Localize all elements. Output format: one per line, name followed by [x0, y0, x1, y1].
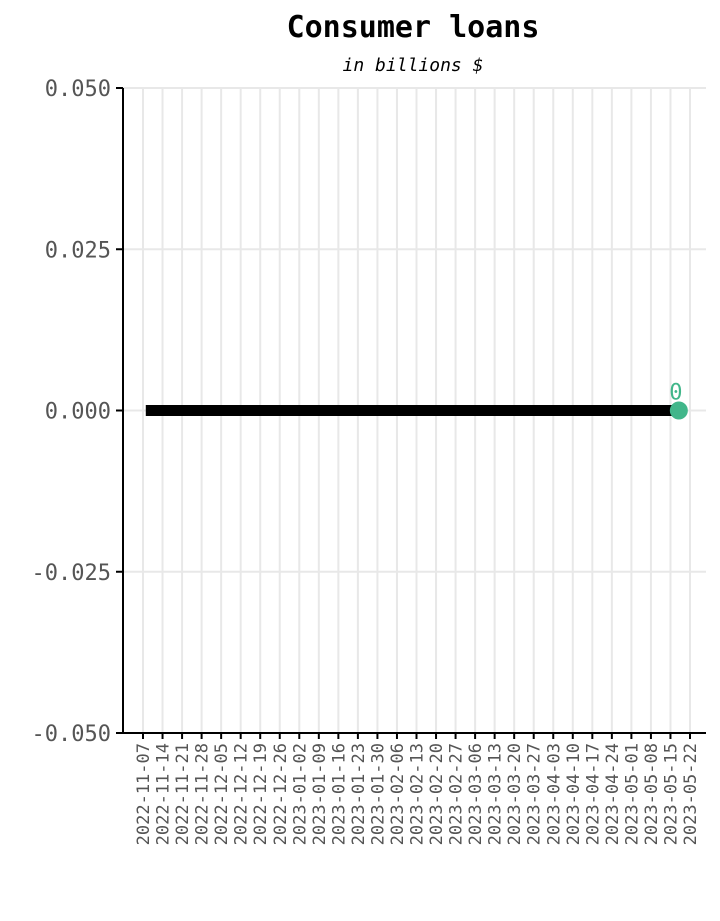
x-tick-label: 2022-11-28: [193, 743, 213, 845]
x-tick-label: 2023-03-13: [486, 743, 506, 845]
y-tick-label: 0.000: [45, 400, 111, 425]
x-tick-label: 2023-02-06: [388, 743, 408, 845]
x-tick-label: 2022-12-12: [232, 743, 252, 845]
highlight-layer: 0: [669, 381, 688, 420]
last-point-label: 0: [669, 381, 682, 406]
x-tick-label: 2023-04-10: [564, 743, 584, 845]
x-tick-label: 2023-04-03: [544, 743, 564, 845]
chart-title: Consumer loans: [287, 10, 540, 45]
x-tick-label: 2023-05-15: [661, 743, 681, 845]
y-tick-label: 0.050: [45, 77, 111, 102]
x-tick-label: 2022-12-26: [271, 743, 291, 845]
x-axis-ticks: 2022-11-07 2022-11-14 2022-11-21 2022-11-28…: [134, 733, 701, 845]
x-tick-label: 2023-01-16: [329, 743, 349, 845]
x-tick-label: 2023-03-27: [525, 743, 545, 845]
x-tick-label: 2022-12-19: [251, 743, 271, 845]
x-tick-label: 2023-03-06: [466, 743, 486, 845]
x-tick-label: 2023-03-20: [505, 743, 525, 845]
y-tick-label: 0.025: [45, 238, 111, 263]
y-tick-label: -0.050: [32, 722, 111, 747]
x-tick-label: 2023-01-09: [310, 743, 330, 845]
x-tick-label: 2023-05-01: [622, 743, 642, 845]
x-tick-label: 2023-02-20: [427, 743, 447, 845]
x-tick-label: 2022-12-05: [212, 743, 232, 845]
last-point-marker: [669, 401, 688, 420]
x-tick-label: 2023-01-02: [290, 743, 310, 845]
x-tick-label: 2023-01-30: [368, 743, 388, 845]
x-tick-label: 2023-04-17: [583, 743, 603, 845]
x-tick-label: 2022-11-07: [134, 743, 154, 845]
x-tick-label: 2023-02-13: [408, 743, 428, 845]
y-tick-label: -0.025: [32, 561, 111, 586]
x-tick-label: 2022-11-14: [154, 743, 174, 845]
x-tick-label: 2023-05-08: [642, 743, 662, 845]
x-tick-label: 2023-04-24: [603, 743, 623, 845]
x-tick-label: 2023-01-23: [349, 743, 369, 845]
x-tick-label: 2023-05-22: [681, 743, 701, 845]
chart-subtitle: in billions $: [343, 55, 484, 76]
y-axis-ticks: 0.050 0.025 0.000 -0.025 -0.050: [32, 77, 123, 747]
x-tick-label: 2023-02-27: [447, 743, 467, 845]
x-tick-label: 2022-11-21: [173, 743, 193, 845]
